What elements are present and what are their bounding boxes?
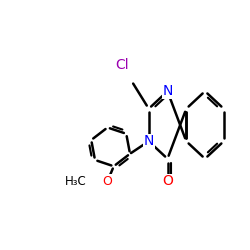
Text: N: N xyxy=(144,134,154,148)
Text: H₃C: H₃C xyxy=(65,175,87,188)
Text: Cl: Cl xyxy=(116,58,129,72)
Text: N: N xyxy=(162,84,173,98)
Text: O: O xyxy=(162,174,173,188)
Text: O: O xyxy=(102,175,113,188)
